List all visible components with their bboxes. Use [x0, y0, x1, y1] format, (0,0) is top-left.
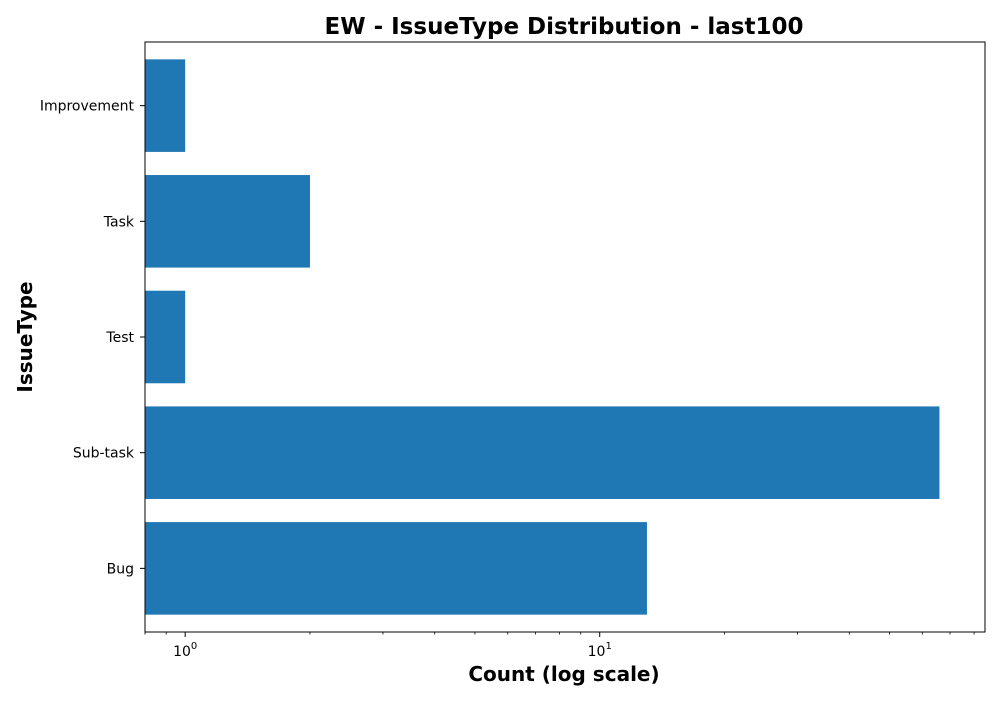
y-tick-label-improvement: Improvement [40, 99, 135, 115]
bars-group [145, 59, 940, 615]
y-tick-label-bug: Bug [107, 561, 134, 577]
bar-bug [145, 522, 647, 615]
x-tick-label: 100 [173, 641, 197, 660]
x-axis-label: Count (log scale) [468, 662, 659, 686]
y-tick-label-sub-task: Sub-task [73, 446, 135, 462]
y-axis-label: IssueType [13, 281, 37, 392]
bar-sub-task [145, 406, 940, 499]
y-ticks-group: Bug Sub-task Test Task Improvement [40, 99, 145, 577]
chart-title: EW - IssueType Distribution - last100 [324, 14, 803, 40]
x-tick-label: 101 [588, 641, 612, 660]
y-tick-label-test: Test [105, 330, 134, 346]
x-ticks-group: 100 101 [144, 632, 975, 660]
bar-task [145, 175, 310, 268]
bar-test [145, 290, 186, 384]
y-tick-label-task: Task [103, 214, 135, 230]
bar-improvement [145, 59, 186, 152]
